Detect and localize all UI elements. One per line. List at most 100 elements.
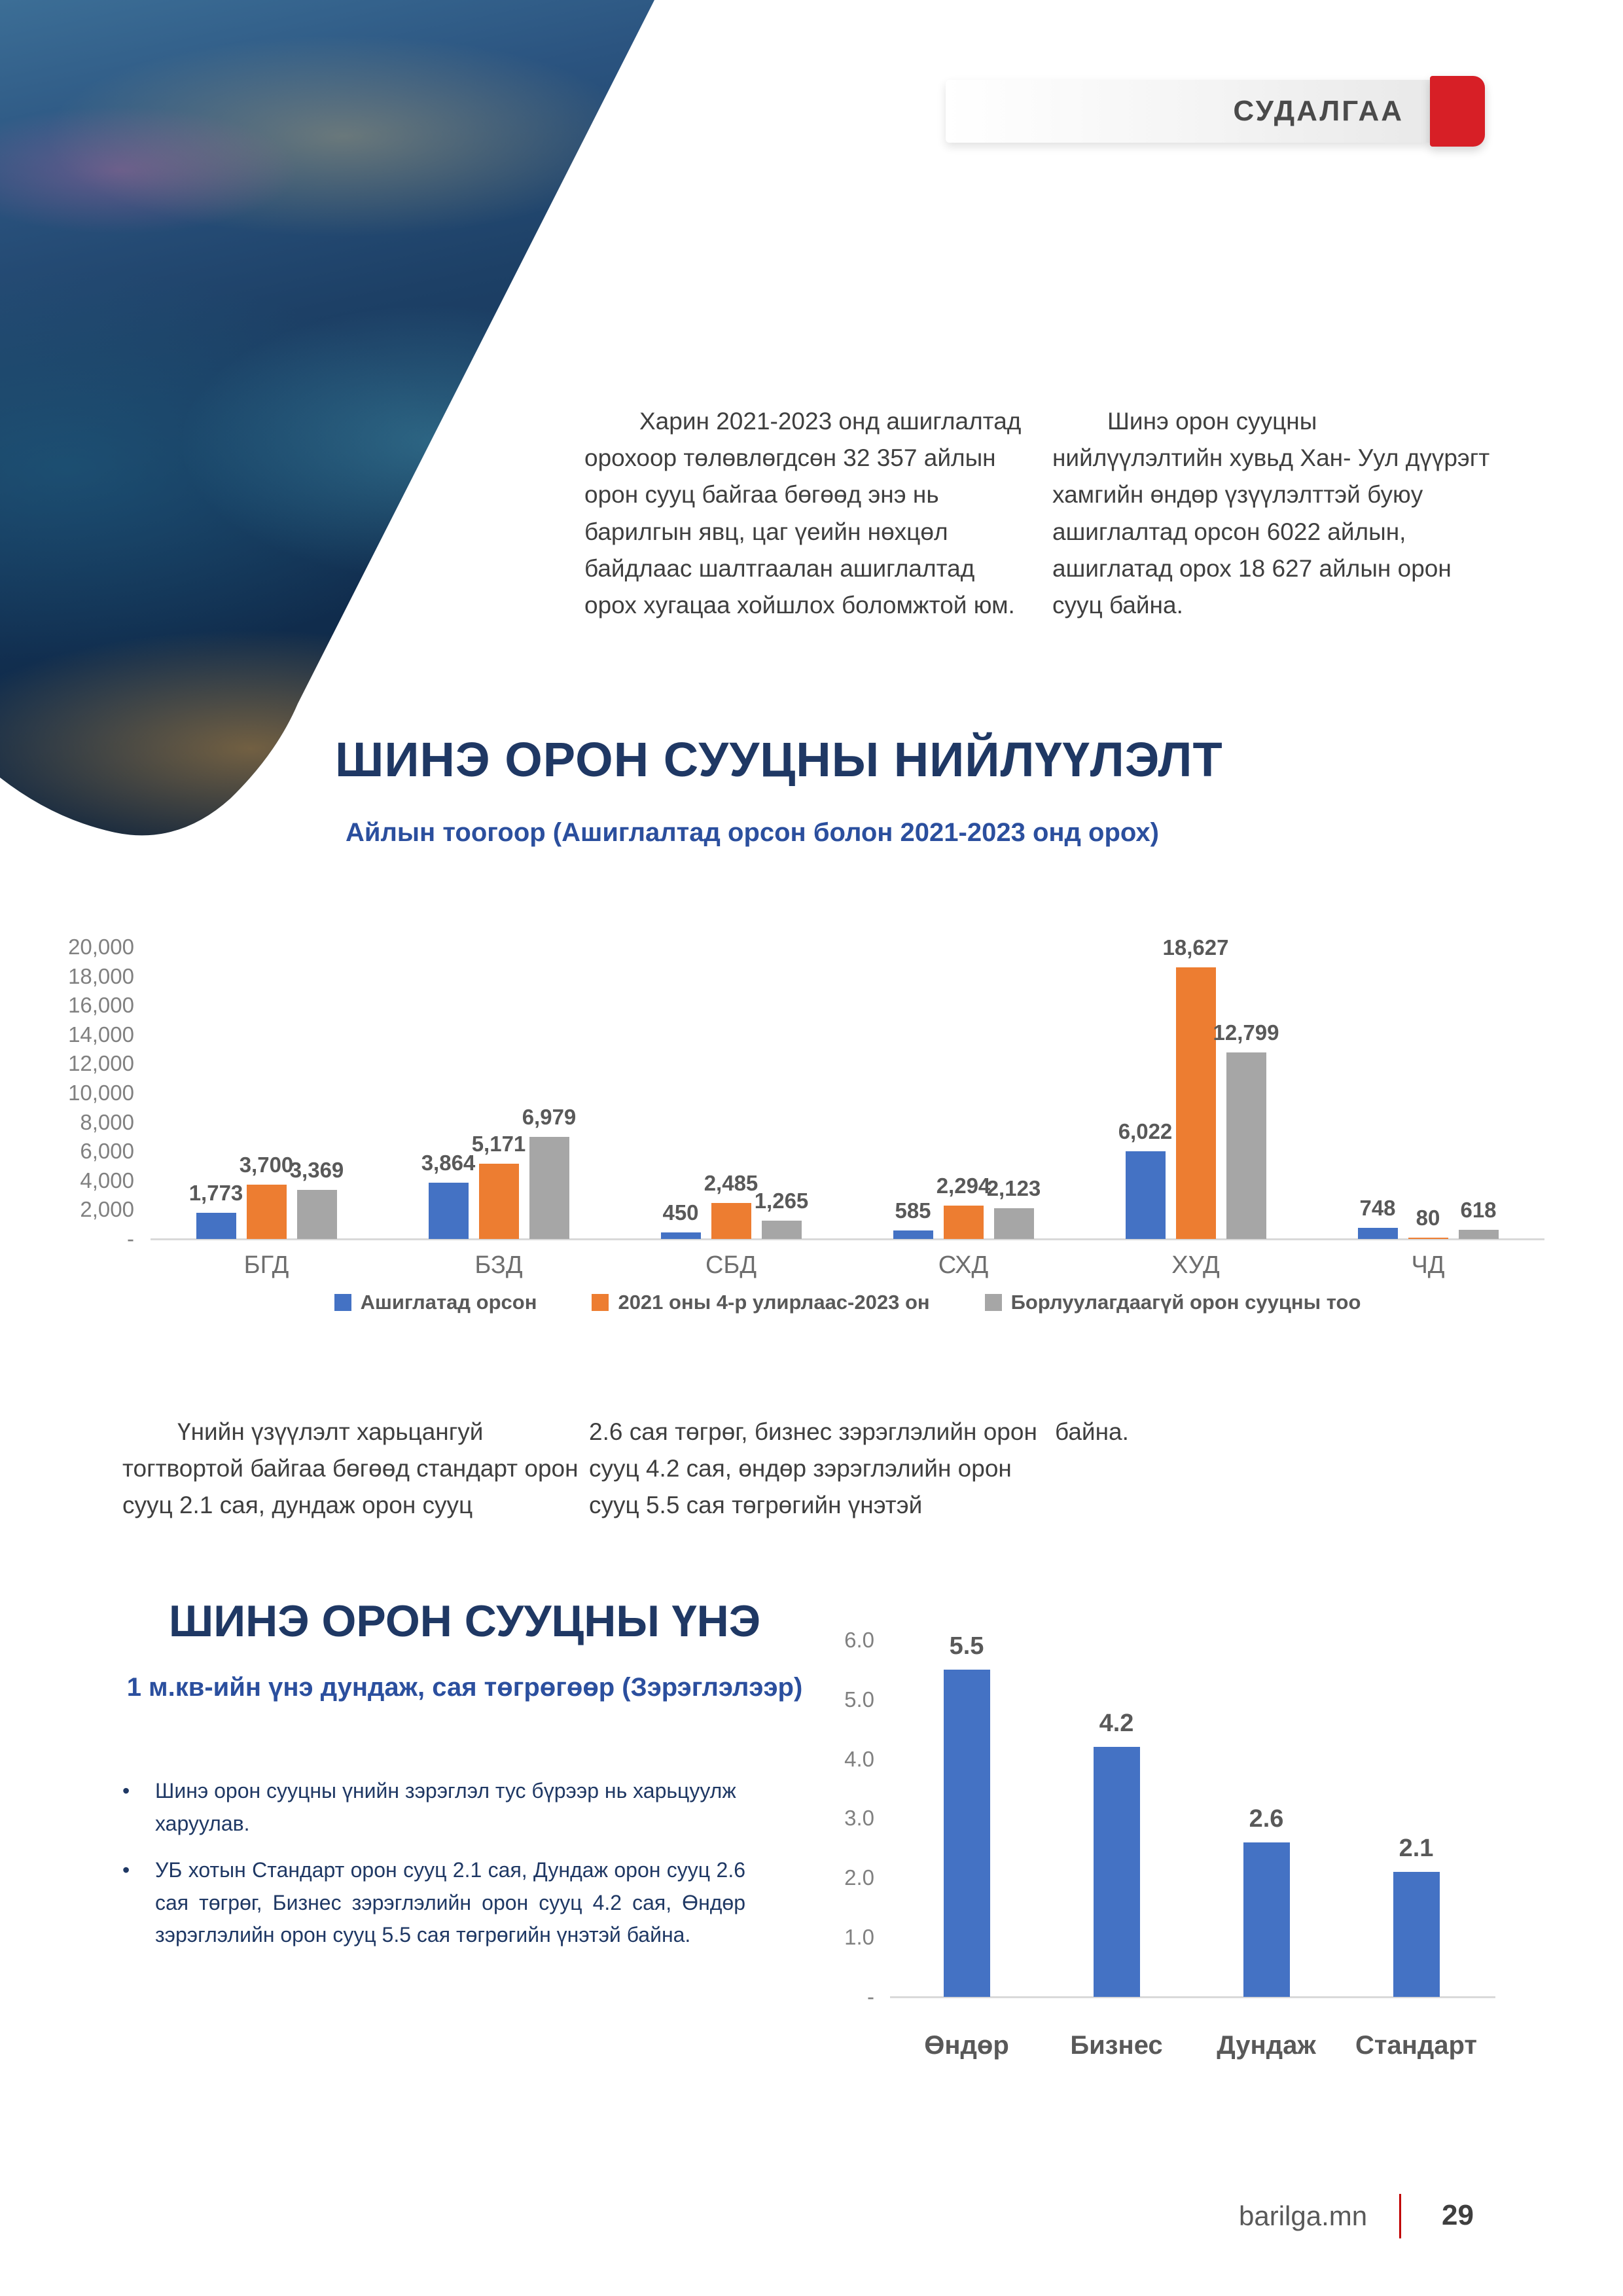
y-tick-label: 12,000 [68, 1051, 134, 1076]
y-tick-label: 20,000 [68, 935, 134, 959]
footer-divider [1399, 2194, 1401, 2238]
bar-value-label: 5.5 [949, 1632, 984, 1660]
bar-СХД-1 [943, 1206, 984, 1239]
x-category-label: Өндөр [924, 2031, 1009, 2060]
bar-БЗД-0 [428, 1183, 469, 1239]
x-axis-line [151, 1238, 1544, 1240]
y-tick-label: 16,000 [68, 993, 134, 1018]
bar-БГД-1 [246, 1185, 287, 1239]
chart-legend: Ашиглатад орсон 2021 оны 4-р улирлаас-202… [151, 1291, 1544, 1314]
y-tick-label: 8,000 [80, 1109, 134, 1134]
bar-value-label: 618 [1460, 1198, 1497, 1222]
bar-value-label: 18,627 [1162, 935, 1229, 960]
bullet-dot-icon: • [122, 1858, 130, 1882]
bullet-item: • УБ хотын Стандарт орон сууц 2.1 сая, Ду… [122, 1854, 745, 1952]
intro-paragraph-2: Шинэ орон сууцны нийлүүлэлтийн хувьд Хан… [1052, 408, 1490, 619]
x-category-label: Дундаж [1217, 2031, 1316, 2060]
bar-ЧД-0 [1357, 1228, 1398, 1239]
bar-value-label: 4.2 [1099, 1710, 1134, 1737]
page-footer: barilga.mn 29 [0, 2194, 1623, 2240]
supply-bar-chart: 20,000 18,000 16,000 14,000 12,000 10,000 8,00… [0, 929, 1623, 1381]
price-paragraph-col3: байна. [1055, 1418, 1129, 1445]
bar-ЧД-1 [1408, 1238, 1448, 1239]
bar-value-label: 2,485 [704, 1171, 758, 1195]
section-header-label: СУДАЛГАА [1233, 95, 1404, 127]
bar-value-label: 6,979 [522, 1105, 577, 1129]
bar-Дундаж [1243, 1842, 1290, 1997]
bar-value-label: 748 [1359, 1196, 1396, 1220]
bar-value-label: 2.6 [1249, 1805, 1284, 1833]
x-category-label: ХУД [1171, 1251, 1220, 1279]
price-bar-chart: 6.0 5.0 4.0 3.0 2.0 1.0 - 5.5 Өндөр 4.2 Бизнес 2.6 Д… [0, 1590, 1623, 2101]
bar-СБД-1 [711, 1203, 751, 1239]
x-category-label: БЗД [474, 1251, 523, 1279]
y-tick-label: 6.0 [844, 1628, 874, 1652]
bar-СХД-2 [993, 1208, 1034, 1239]
bar-БЗД-1 [478, 1164, 519, 1239]
legend-item: 2021 оны 4-р улирлаас-2023 он [592, 1291, 930, 1314]
y-tick-label: 14,000 [68, 1022, 134, 1047]
bar-value-label: 80 [1416, 1206, 1440, 1230]
bar-value-label: 3,700 [239, 1153, 294, 1177]
bar-БГД-2 [296, 1190, 337, 1239]
y-tick-label: - [127, 1227, 134, 1251]
x-category-label: СХД [938, 1251, 989, 1279]
bullet-dot-icon: • [122, 1779, 130, 1803]
y-tick-label: 18,000 [68, 963, 134, 988]
bar-СБД-0 [660, 1232, 701, 1239]
section-header: СУДАЛГАА [946, 80, 1430, 143]
bullet-text: Шинэ орон сууцны үнийн зэрэглэл тус бүрэ… [155, 1779, 736, 1835]
supply-section-subtitle: Айлын тоогоор (Ашиглалтад орсон болон 20… [346, 818, 1159, 847]
x-category-label: Стандарт [1355, 2031, 1477, 2060]
bar-value-label: 1,773 [188, 1181, 243, 1205]
y-tick-label: 2,000 [80, 1197, 134, 1222]
bar-value-label: 585 [895, 1198, 931, 1223]
footer-page-number: 29 [1442, 2199, 1474, 2231]
x-category-label: ЧД [1411, 1251, 1445, 1279]
price-section-title: ШИНЭ ОРОН СУУЦНЫ ҮНЭ [168, 1596, 761, 1646]
bullet-text: УБ хотын Стандарт орон сууц 2.1 сая, Дун… [155, 1858, 745, 1947]
bar-Стандарт [1393, 1872, 1440, 1997]
bar-value-label: 3,864 [421, 1151, 476, 1175]
bar-ХУД-2 [1226, 1052, 1266, 1239]
legend-swatch-icon [592, 1294, 609, 1311]
supply-section-title: ШИНЭ ОРОН СУУЦНЫ НИЙЛҮҮЛЭЛТ [335, 732, 1223, 787]
legend-label: Ашиглатад орсон [360, 1291, 537, 1314]
y-tick-label: 3.0 [844, 1806, 874, 1831]
legend-item: Ашиглатад орсон [334, 1291, 537, 1314]
bar-value-label: 6,022 [1118, 1119, 1173, 1143]
bar-value-label: 2,123 [986, 1176, 1041, 1200]
bar-Өндөр [943, 1670, 990, 1997]
legend-swatch-icon [334, 1294, 351, 1311]
price-section-subtitle: 1 м.кв-ийн үнэ дундаж, сая төгрөгөөр (Зэ… [126, 1673, 803, 1702]
city-photo [0, 0, 661, 851]
bar-value-label: 12,799 [1213, 1020, 1279, 1045]
bar-value-label: 3,369 [289, 1158, 344, 1182]
bar-СБД-2 [761, 1221, 802, 1239]
bar-value-label: 450 [662, 1200, 699, 1225]
x-category-label: Бизнес [1070, 2031, 1163, 2060]
bullet-item: • Шинэ орон сууцны үнийн зэрэглэл тус бүр… [122, 1775, 745, 1840]
y-tick-label: 4,000 [80, 1168, 134, 1193]
bar-БГД-0 [196, 1213, 236, 1239]
bar-ХУД-1 [1175, 967, 1216, 1239]
x-axis-line [890, 1996, 1495, 1998]
y-tick-label: 6,000 [80, 1139, 134, 1164]
x-category-label: СБД [705, 1251, 757, 1279]
y-tick-label: 5.0 [844, 1687, 874, 1712]
bar-value-label: 2.1 [1399, 1835, 1434, 1862]
bar-value-label: 1,265 [754, 1189, 809, 1213]
price-paragraph-col2: 2.6 сая төгрөг, бизнес зэрэглэлийн орон … [589, 1418, 1037, 1519]
legend-swatch-icon [984, 1294, 1002, 1311]
bar-ЧД-2 [1458, 1230, 1499, 1239]
price-paragraph-col1: Үнийн үзүүлэлт харьцангуй тогтвортой бай… [122, 1418, 579, 1519]
y-tick-label: 2.0 [844, 1865, 874, 1890]
legend-label: Борлуулагдаагүй орон сууцны тоо [1010, 1291, 1361, 1314]
bar-БЗД-2 [529, 1137, 569, 1239]
bar-СХД-0 [893, 1230, 933, 1239]
bar-value-label: 5,171 [471, 1132, 526, 1156]
y-tick-label: - [867, 1984, 874, 2009]
intro-paragraph-1: Харин 2021-2023 онд ашиглалтад орохоор т… [584, 408, 1022, 619]
bar-value-label: 2,294 [936, 1174, 991, 1198]
footer-site-label: barilga.mn [1239, 2200, 1368, 2231]
